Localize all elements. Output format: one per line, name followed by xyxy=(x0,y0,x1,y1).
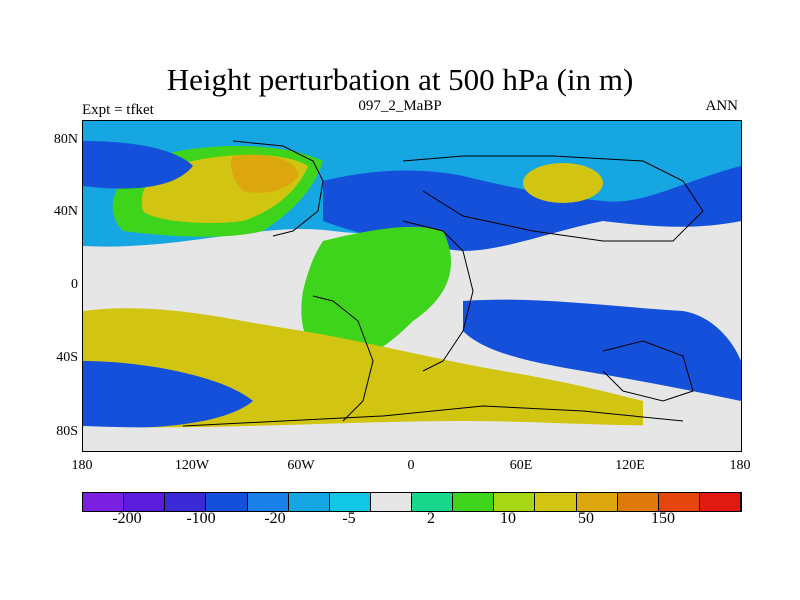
colorbar xyxy=(82,492,742,512)
colorbar-label: 50 xyxy=(578,510,594,527)
coastline-australia xyxy=(602,340,694,402)
colorbar-swatch xyxy=(576,493,618,511)
asia-yellow-blob xyxy=(523,163,603,203)
colorbar-label: -20 xyxy=(264,510,286,527)
coastline-south-america xyxy=(312,295,374,422)
pacific-blue-region xyxy=(83,141,193,189)
colorbar-label: 150 xyxy=(651,510,675,527)
lon-tick-120e: 120E xyxy=(615,458,645,473)
indian-ocean-blue-region xyxy=(463,299,741,401)
colorbar-label: 10 xyxy=(500,510,516,527)
colorbar-label: -200 xyxy=(112,510,142,527)
contour-map xyxy=(83,121,741,451)
colorbar-swatch xyxy=(206,493,248,511)
lon-tick-180-left: 180 xyxy=(71,458,93,473)
run-label: 097_2_MaBP xyxy=(358,98,442,114)
colorbar-label: 2 xyxy=(427,510,435,527)
lon-tick-120w: 120W xyxy=(174,458,210,473)
colorbar-swatch xyxy=(535,493,577,511)
colorbar-swatch xyxy=(370,493,412,511)
colorbar-swatch xyxy=(617,493,659,511)
coastline-africa xyxy=(402,220,474,372)
map-panel xyxy=(82,120,742,452)
lon-tick-60w: 60W xyxy=(287,458,315,473)
atlantic-green-region xyxy=(301,226,452,361)
colorbar-swatch xyxy=(247,493,289,511)
coastline-eurasia xyxy=(402,155,704,242)
colorbar-swatch xyxy=(494,493,536,511)
colorbar-swatch xyxy=(412,493,454,511)
lon-tick-60e: 60E xyxy=(509,458,533,473)
lon-tick-0: 0 xyxy=(407,458,415,473)
lat-tick-80n: 80N xyxy=(53,132,78,147)
colorbar-label: -5 xyxy=(342,510,356,527)
plot-title: Height perturbation at 500 hPa (in m) xyxy=(166,62,634,97)
colorbar-swatch xyxy=(658,493,700,511)
na-orange-region xyxy=(231,154,298,193)
south-polar-gray xyxy=(83,421,741,451)
coastline-antarctica xyxy=(182,405,684,427)
south-pacific-blue-region xyxy=(83,361,253,428)
lat-tick-0: 0 xyxy=(71,277,78,292)
lon-tick-180-right: 180 xyxy=(729,458,751,473)
colorbar-swatch xyxy=(453,493,495,511)
colorbar-swatch xyxy=(699,493,741,511)
colorbar-swatch xyxy=(83,493,125,511)
colorbar-swatch xyxy=(329,493,371,511)
colorbar-swatch xyxy=(165,493,207,511)
colorbar-swatch xyxy=(124,493,166,511)
lat-tick-80s: 80S xyxy=(56,424,78,439)
colorbar-swatch xyxy=(288,493,330,511)
coastline-north-america xyxy=(232,140,324,237)
lat-tick-40s: 40S xyxy=(56,350,78,365)
season-label: ANN xyxy=(705,98,739,114)
lat-tick-40n: 40N xyxy=(53,204,78,219)
experiment-label: Expt = tfket xyxy=(82,102,154,118)
colorbar-label: -100 xyxy=(186,510,216,527)
